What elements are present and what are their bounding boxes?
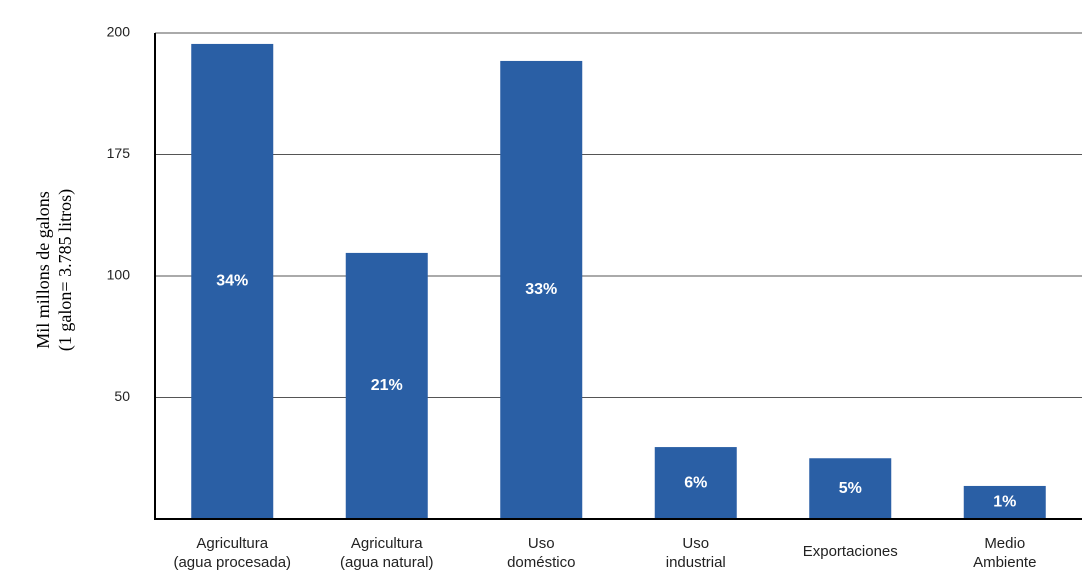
y-tick-label: 100 [107,267,131,283]
y-axis-title: (1 galon= 3.785 litros) [55,189,76,351]
bar [500,60,583,519]
x-tick-label: Exportaciones [803,543,898,560]
y-axis-title: Mil millons de galons [33,191,53,349]
x-tick-label: Agricultura [351,535,423,552]
y-tick-label: 50 [114,388,130,404]
bar [191,43,274,520]
x-tick-label: Agricultura [196,535,268,552]
y-tick-label: 200 [107,24,131,40]
x-tick-label: doméstico [507,554,575,571]
x-tick-label: (agua natural) [340,554,433,571]
x-tick-label: Uso [528,535,555,552]
share-label: 34% [216,273,248,290]
share-label: 5% [839,480,862,497]
y-tick-label: 175 [107,145,131,161]
share-label: 21% [371,377,403,394]
x-tick-label: (agua procesada) [173,554,291,571]
bar [963,485,1046,519]
bar [345,252,428,520]
share-label: 6% [684,474,707,491]
share-label: 1% [993,494,1016,511]
bar [654,447,737,519]
bar [809,458,892,519]
x-tick-label: industrial [666,554,726,571]
x-tick-label: Medio [984,535,1025,552]
x-tick-label: Ambiente [973,554,1036,571]
share-label: 33% [525,281,557,298]
x-tick-label: Uso [682,535,709,552]
